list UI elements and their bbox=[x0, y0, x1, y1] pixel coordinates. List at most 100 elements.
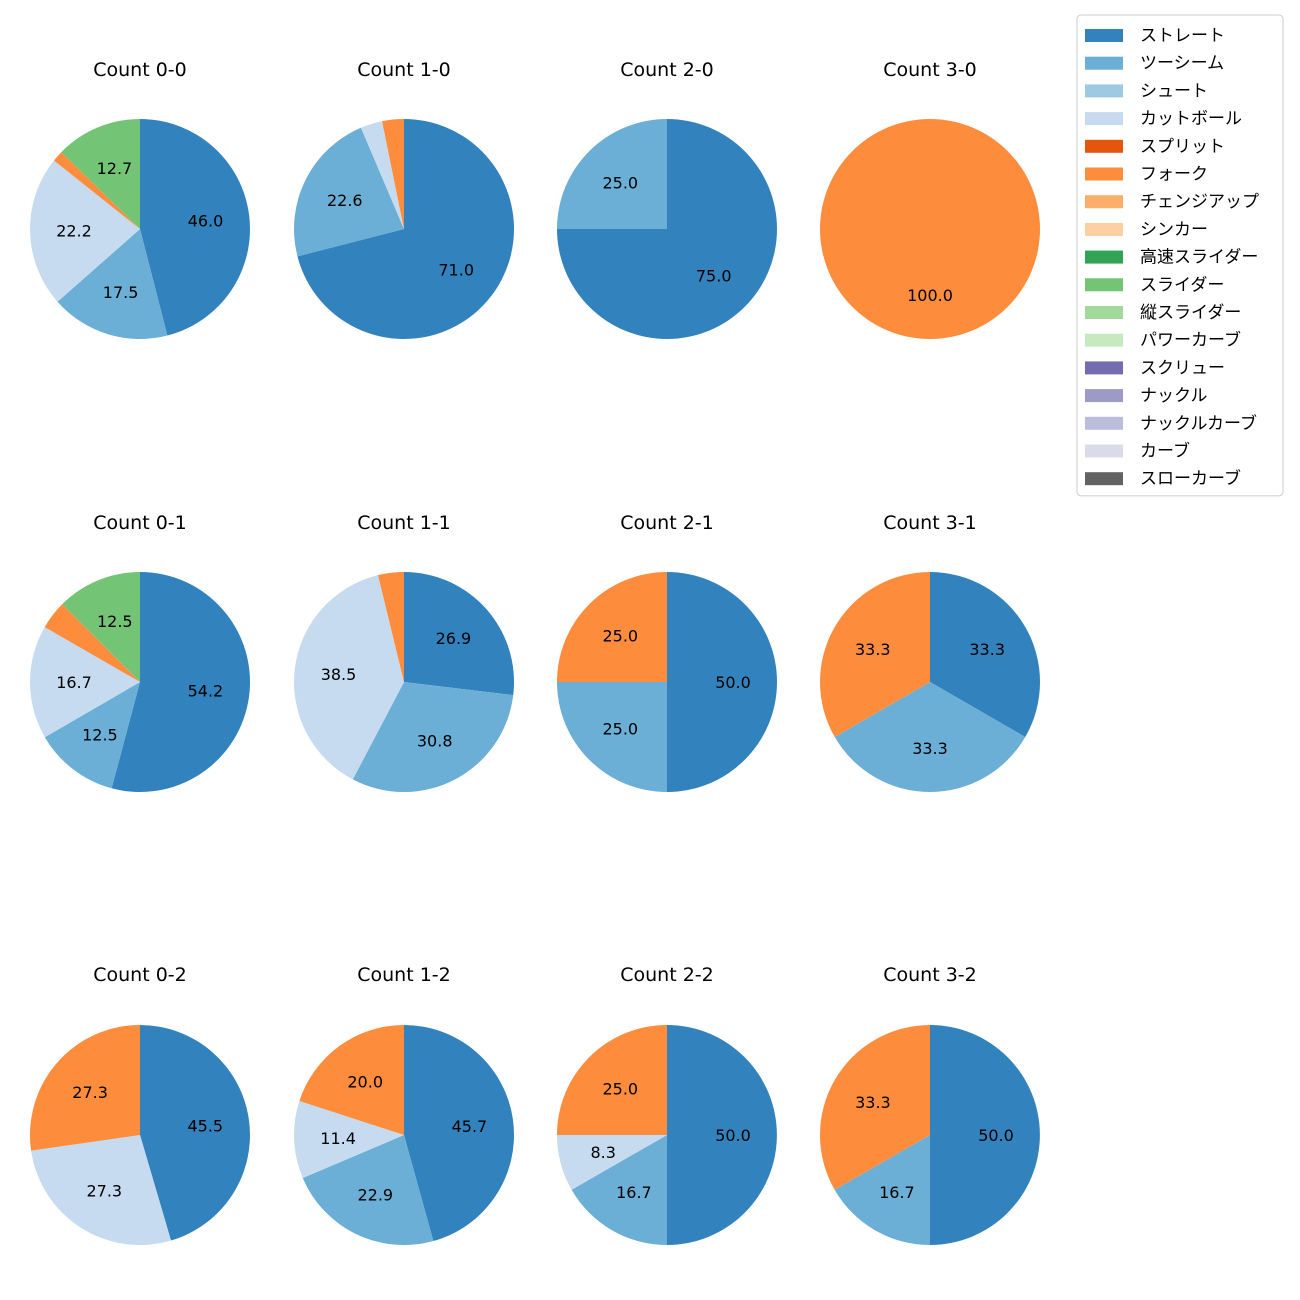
legend-swatch bbox=[1085, 389, 1123, 403]
slice-label: 33.3 bbox=[969, 640, 1005, 659]
pie-slice bbox=[377, 572, 404, 682]
legend-label: カットボール bbox=[1140, 109, 1242, 129]
pie-slice bbox=[557, 1025, 667, 1135]
legend-swatch bbox=[1085, 167, 1123, 181]
pie-12: Count 3-2 50.0 16.7 33.3 bbox=[819, 964, 1040, 1245]
slice-label: 46.0 bbox=[188, 212, 224, 231]
pie-slice bbox=[571, 1135, 667, 1245]
pie-slice bbox=[297, 119, 515, 339]
slice-label: 30.8 bbox=[417, 731, 453, 750]
legend-swatch bbox=[1085, 444, 1123, 458]
legend-label: パワーカーブ bbox=[1140, 330, 1241, 351]
pie-slice bbox=[667, 1025, 777, 1245]
pie-slice bbox=[62, 572, 140, 682]
slice-label: 50.0 bbox=[715, 1126, 751, 1145]
pie-slice bbox=[53, 152, 140, 229]
slice-label: 25.0 bbox=[602, 720, 638, 739]
pie-title: Count 3-1 bbox=[883, 512, 977, 534]
pie-slice bbox=[557, 572, 667, 682]
pie-slice bbox=[140, 119, 250, 336]
slice-label: 38.5 bbox=[321, 665, 357, 684]
slice-label: 33.3 bbox=[855, 1093, 891, 1112]
pie-title: Count 2-2 bbox=[620, 964, 714, 986]
pie-slice bbox=[352, 682, 514, 793]
slice-label: 75.0 bbox=[696, 267, 732, 286]
pie-slice bbox=[930, 1025, 1040, 1245]
legend-swatch bbox=[1085, 306, 1123, 319]
legend-label: ナックル bbox=[1140, 386, 1208, 406]
legend-swatch bbox=[1085, 250, 1123, 264]
legend-swatch bbox=[1085, 361, 1123, 375]
pie-slice bbox=[834, 1135, 930, 1245]
pie-slice bbox=[44, 604, 140, 682]
legend-swatch bbox=[1085, 56, 1123, 70]
legend-label: シュート bbox=[1140, 81, 1208, 101]
legend-label: 縦スライダー bbox=[1140, 303, 1241, 323]
pie-8: Count 3-1 33.3 33.3 33.3 bbox=[820, 512, 1040, 792]
pie-title: Count 3-2 bbox=[883, 964, 977, 986]
pie-slice bbox=[557, 682, 667, 792]
legend-label: カーブ bbox=[1140, 441, 1190, 462]
pie-slice bbox=[57, 229, 168, 339]
pie-slice bbox=[667, 572, 777, 792]
pie-slice bbox=[294, 127, 404, 257]
legend-swatch bbox=[1085, 195, 1123, 209]
pie-slice bbox=[819, 1025, 930, 1190]
pie-slice bbox=[61, 119, 140, 229]
legend-label: ナックルカーブ bbox=[1140, 413, 1257, 434]
pie-title: Count 1-1 bbox=[357, 512, 451, 534]
slice-label: 100.0 bbox=[907, 286, 953, 305]
pie-slice bbox=[404, 1025, 515, 1242]
slice-label: 22.9 bbox=[357, 1186, 393, 1205]
legend-label: スライダー bbox=[1140, 275, 1224, 295]
legend-swatch bbox=[1085, 416, 1123, 430]
slice-label: 22.6 bbox=[327, 191, 363, 210]
pie-5: Count 0-1 54.2 12.5 16.7 12.5 bbox=[29, 512, 250, 792]
slice-label: 11.4 bbox=[320, 1129, 356, 1148]
pie-title: Count 0-1 bbox=[93, 512, 187, 534]
slice-label: 45.7 bbox=[452, 1117, 488, 1136]
slice-label: 25.0 bbox=[602, 173, 638, 192]
slice-label: 25.0 bbox=[602, 626, 638, 645]
pie-slice bbox=[140, 1025, 250, 1241]
legend-swatch bbox=[1085, 29, 1123, 42]
slice-label: 12.7 bbox=[97, 159, 133, 178]
slice-label: 27.3 bbox=[86, 1182, 122, 1201]
legend-swatch bbox=[1085, 112, 1123, 126]
slice-label: 33.3 bbox=[912, 739, 948, 758]
pie-slice bbox=[820, 119, 1040, 339]
legend-label: フォーク bbox=[1140, 165, 1208, 185]
pie-slice bbox=[30, 160, 140, 302]
pie-slice bbox=[30, 1025, 140, 1151]
slice-label: 54.2 bbox=[188, 682, 224, 701]
legend-label: ストレート bbox=[1140, 26, 1225, 46]
legend-label: スローカーブ bbox=[1140, 468, 1241, 489]
pie-4: Count 3-0 100.0 bbox=[820, 59, 1040, 339]
pie-slice bbox=[930, 572, 1040, 737]
slice-label: 50.0 bbox=[978, 1126, 1014, 1145]
slice-label: 12.5 bbox=[82, 725, 118, 744]
legend-swatch bbox=[1085, 333, 1123, 347]
slice-label: 16.7 bbox=[879, 1183, 915, 1202]
slice-label: 71.0 bbox=[438, 261, 474, 280]
pie-title: Count 2-0 bbox=[620, 59, 714, 81]
legend-label: シンカー bbox=[1140, 220, 1208, 240]
pie-slice bbox=[29, 627, 140, 738]
pie-9: Count 0-2 45.5 27.3 27.3 bbox=[30, 964, 250, 1245]
pie-11: Count 2-2 50.0 16.7 8.3 25.0 bbox=[557, 964, 777, 1245]
slice-label: 8.3 bbox=[590, 1143, 615, 1162]
pie-slice bbox=[834, 682, 1026, 792]
pie-title: Count 0-0 bbox=[93, 59, 187, 81]
slice-label: 20.0 bbox=[347, 1073, 383, 1092]
slice-label: 27.3 bbox=[72, 1083, 108, 1102]
slice-label: 26.9 bbox=[436, 629, 472, 648]
pie-slice bbox=[557, 119, 667, 229]
legend-swatch bbox=[1085, 84, 1123, 98]
pie-1: Count 0-0 46.0 17.5 22.2 12.7 bbox=[30, 59, 250, 339]
slice-label: 16.7 bbox=[616, 1183, 652, 1202]
legend-label: ツーシーム bbox=[1140, 54, 1224, 74]
pie-slice bbox=[557, 1135, 667, 1190]
pie-slice bbox=[820, 572, 930, 737]
pie-title: Count 2-1 bbox=[620, 512, 714, 534]
